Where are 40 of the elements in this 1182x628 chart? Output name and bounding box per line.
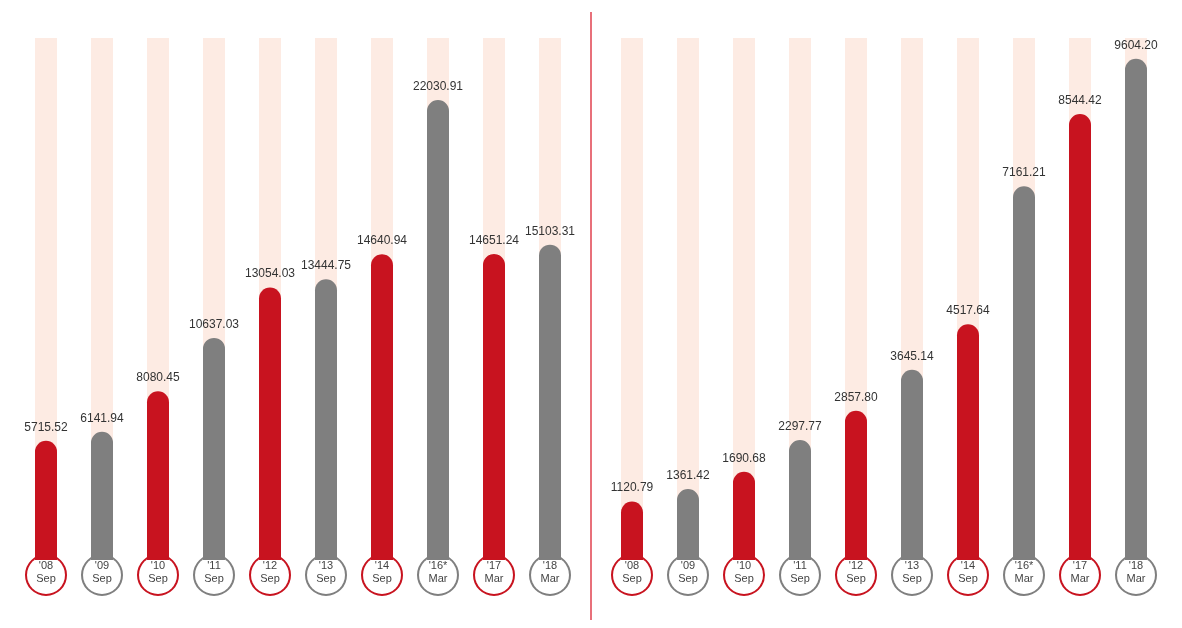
data-label: 14651.24 <box>468 233 520 248</box>
x-tick-label: '10 Sep <box>148 558 168 584</box>
x-tick-label: '18 Mar <box>1126 558 1146 584</box>
x-tick-label: '16* Mar <box>428 558 449 584</box>
x-tick-label: '08 Sep <box>622 558 642 584</box>
data-label: 8080.45 <box>136 370 181 385</box>
x-tick-label: '14 Sep <box>958 558 978 584</box>
x-tick-label: '16* Mar <box>1014 558 1035 584</box>
x-tick-label: '09 Sep <box>92 558 112 584</box>
x-tick-label: '11 Sep <box>790 558 810 584</box>
x-tick-label: '12 Sep <box>260 558 280 584</box>
data-label: 7161.21 <box>1002 165 1047 180</box>
data-label: 1120.79 <box>610 480 654 495</box>
x-tick-label: '14 Sep <box>372 558 392 584</box>
x-tick-label: '17 Mar <box>484 558 504 584</box>
data-label: 14640.94 <box>356 233 408 248</box>
x-tick-label: '11 Sep <box>204 558 224 584</box>
data-label: 5715.52 <box>24 419 69 434</box>
data-label: 4517.64 <box>946 303 991 318</box>
data-label: 13444.75 <box>300 258 352 273</box>
data-label: 8544.42 <box>1058 92 1103 107</box>
data-label: 3645.14 <box>890 348 935 363</box>
x-tick-label: '08 Sep <box>36 558 56 584</box>
x-tick-label: '12 Sep <box>846 558 866 584</box>
data-label: 15103.31 <box>524 223 576 238</box>
data-label: 2857.80 <box>834 389 879 404</box>
x-tick-label: '10 Sep <box>734 558 754 584</box>
x-tick-label: '17 Mar <box>1070 558 1090 584</box>
data-label: 1690.68 <box>722 450 767 465</box>
data-label: 10637.03 <box>188 316 240 331</box>
data-label: 2297.77 <box>778 419 823 434</box>
data-label: 22030.91 <box>412 78 464 93</box>
x-tick-label: '18 Mar <box>540 558 560 584</box>
x-tick-label: '13 Sep <box>902 558 922 584</box>
data-label: 1361.42 <box>666 467 711 482</box>
x-tick-label: '09 Sep <box>678 558 698 584</box>
data-label: 6141.94 <box>80 410 125 425</box>
data-label: 13054.03 <box>244 266 296 281</box>
x-tick-label: '13 Sep <box>316 558 336 584</box>
data-label: 9604.20 <box>1114 37 1159 52</box>
